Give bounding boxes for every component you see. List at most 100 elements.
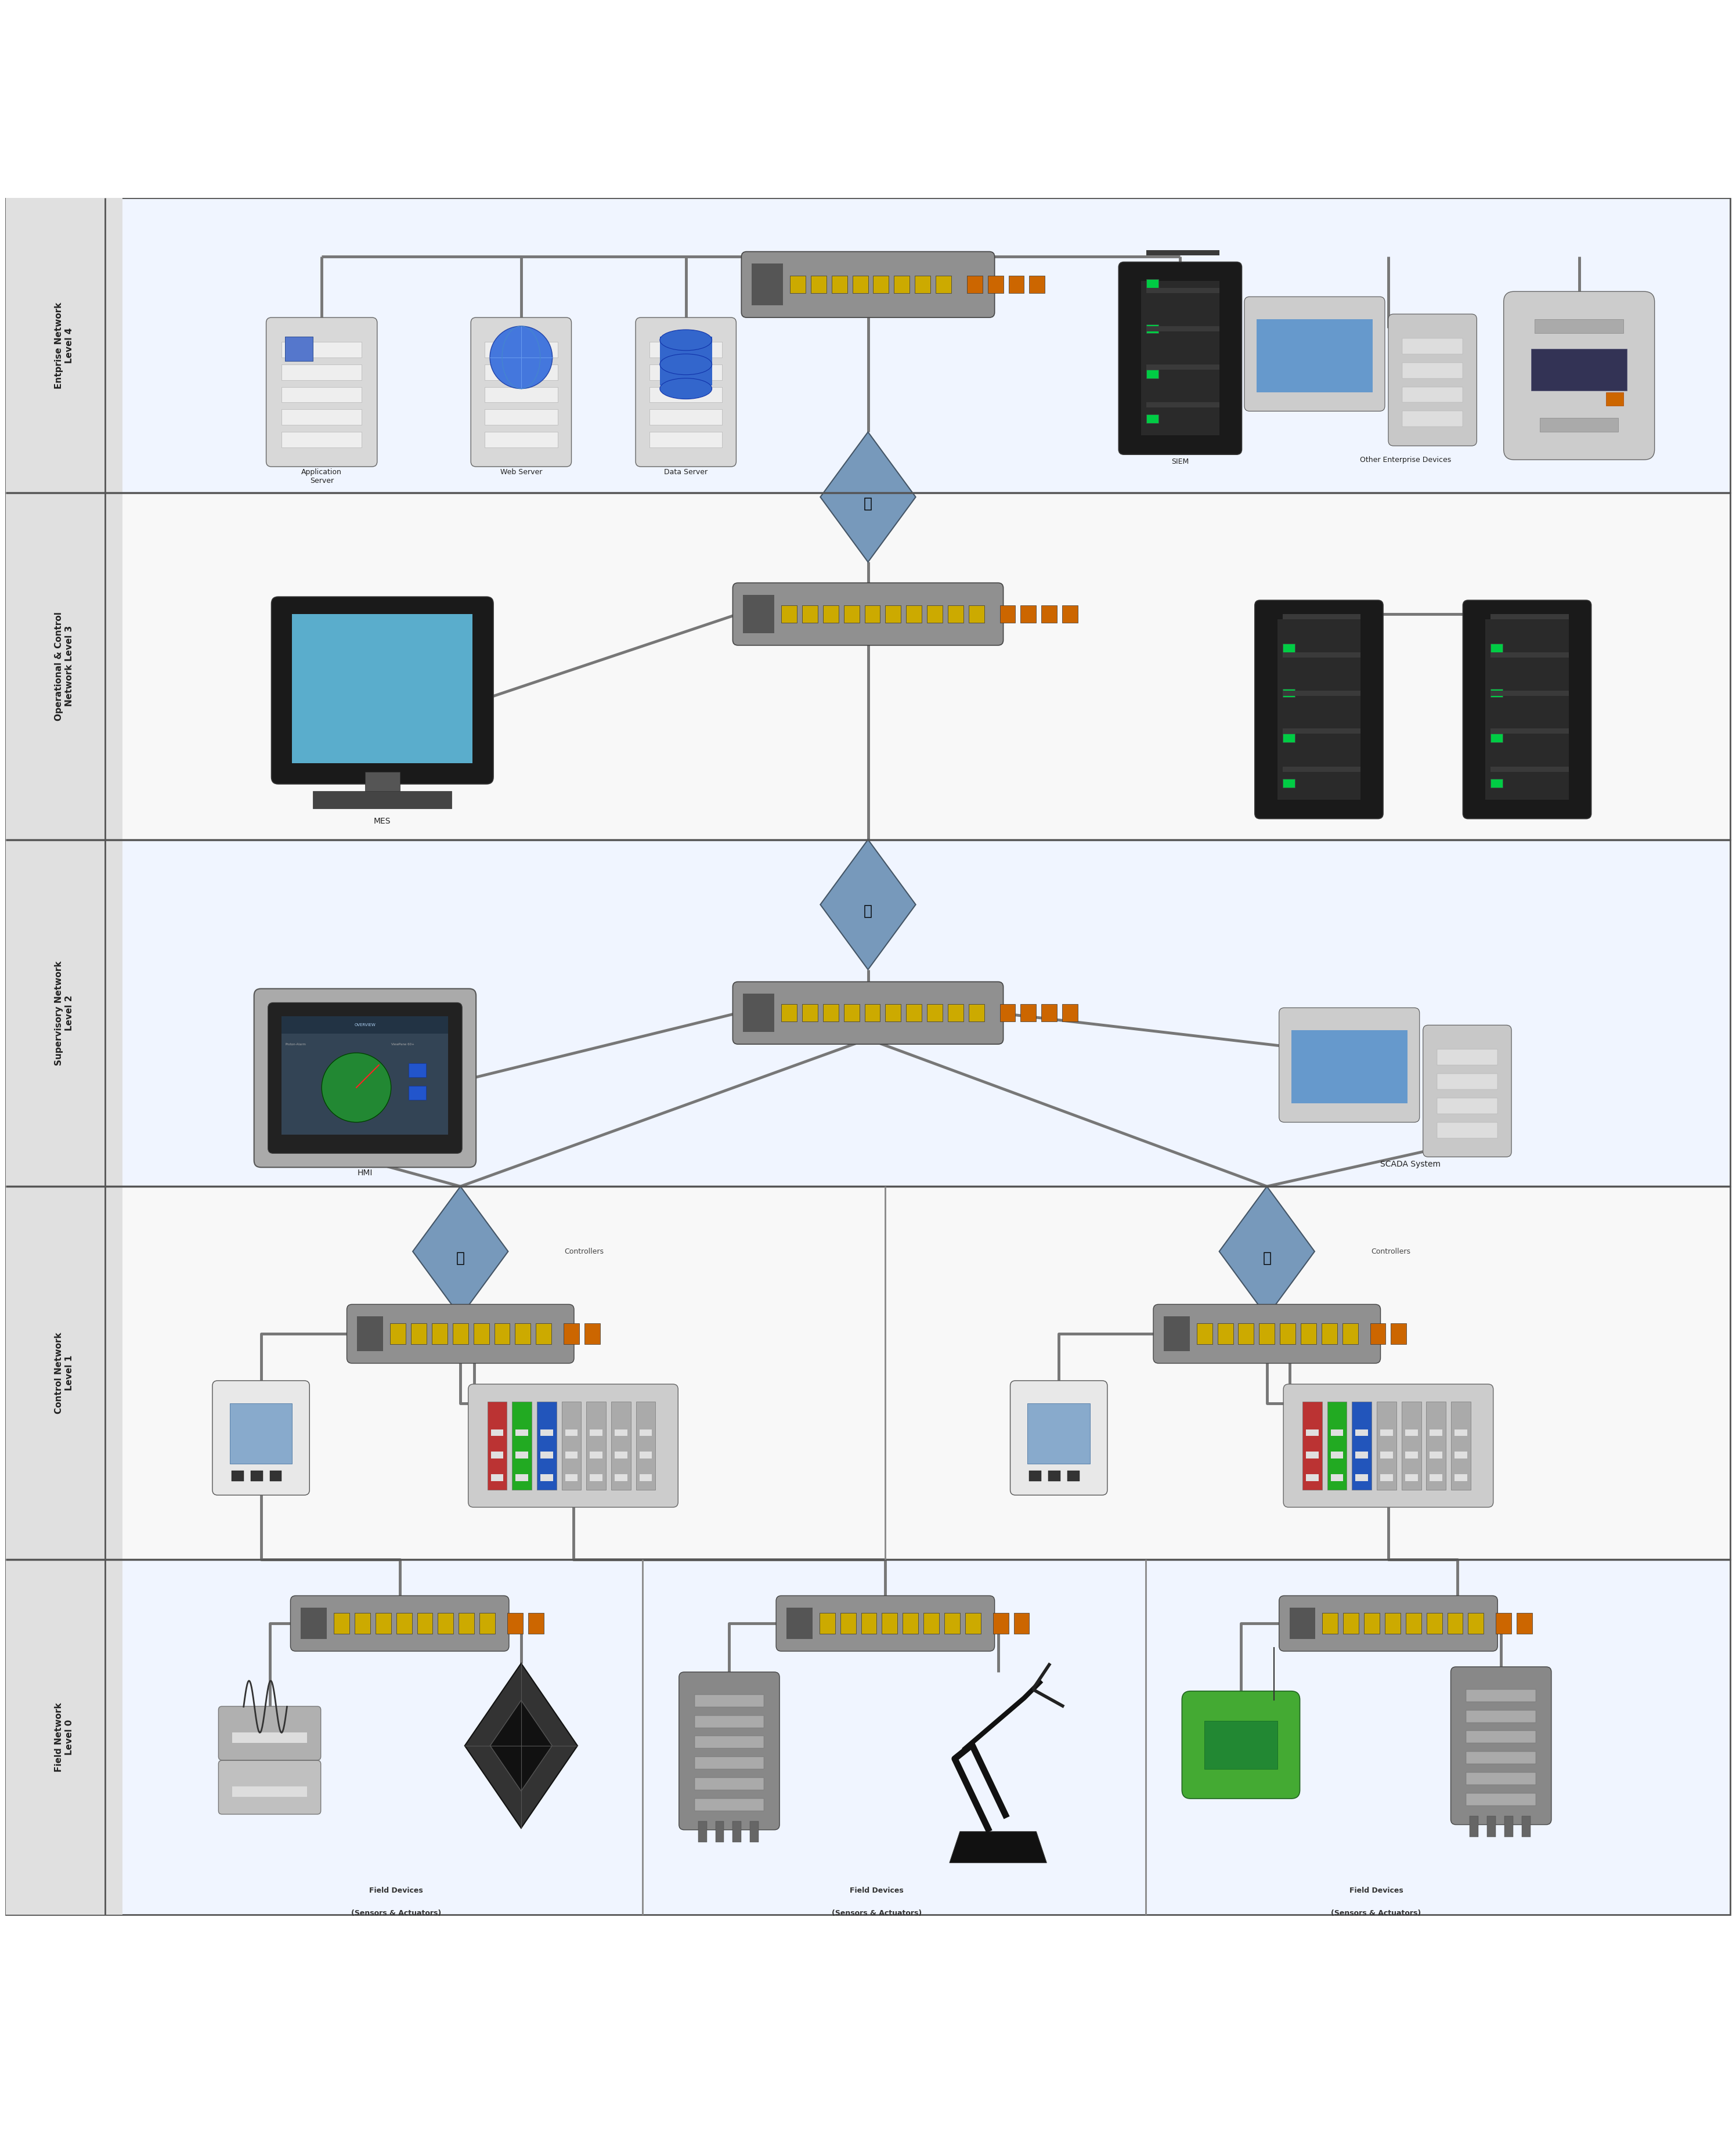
- Bar: [924, 1612, 939, 1634]
- Bar: [1332, 1453, 1344, 1459]
- Bar: [819, 1612, 835, 1634]
- Bar: [1279, 1323, 1295, 1344]
- Bar: [823, 1005, 838, 1022]
- Bar: [281, 409, 361, 426]
- Bar: [1163, 1316, 1189, 1350]
- FancyBboxPatch shape: [1118, 262, 1241, 454]
- Bar: [1014, 1612, 1029, 1634]
- Bar: [1491, 613, 1569, 620]
- Bar: [1021, 1005, 1036, 1022]
- Bar: [967, 277, 983, 294]
- FancyBboxPatch shape: [733, 982, 1003, 1044]
- Bar: [1606, 392, 1623, 407]
- Text: (Sensors & Actuators): (Sensors & Actuators): [351, 1911, 441, 1917]
- Bar: [1491, 652, 1569, 658]
- Bar: [715, 1821, 724, 1842]
- Polygon shape: [413, 1186, 509, 1316]
- Bar: [969, 605, 984, 622]
- Bar: [585, 1323, 601, 1344]
- Bar: [1455, 1453, 1467, 1459]
- Bar: [1283, 613, 1361, 620]
- Bar: [1469, 1612, 1484, 1634]
- Bar: [1404, 1453, 1418, 1459]
- Bar: [965, 1612, 981, 1634]
- Bar: [1283, 688, 1295, 697]
- Text: (Sensors & Actuators): (Sensors & Actuators): [1332, 1911, 1422, 1917]
- Text: Operational & Control
Network Level 3: Operational & Control Network Level 3: [56, 611, 73, 720]
- Bar: [1455, 1474, 1467, 1480]
- Bar: [781, 1005, 797, 1022]
- Bar: [1455, 1429, 1467, 1436]
- Bar: [694, 1736, 764, 1749]
- Bar: [844, 1005, 859, 1022]
- Bar: [408, 1086, 425, 1099]
- Polygon shape: [465, 1664, 578, 1828]
- Bar: [743, 594, 774, 633]
- Bar: [590, 1429, 602, 1436]
- Text: SIEM: SIEM: [1172, 458, 1189, 466]
- Bar: [1467, 1793, 1536, 1806]
- FancyBboxPatch shape: [1503, 292, 1654, 460]
- Bar: [432, 1323, 448, 1344]
- Bar: [484, 432, 557, 447]
- Bar: [1437, 1123, 1498, 1137]
- Bar: [1496, 1612, 1512, 1634]
- Bar: [281, 432, 361, 447]
- Bar: [1028, 1404, 1090, 1463]
- Polygon shape: [950, 1832, 1047, 1864]
- Bar: [1146, 249, 1219, 256]
- Bar: [873, 277, 889, 294]
- Bar: [507, 1612, 523, 1634]
- Bar: [5, 839, 1731, 1186]
- Bar: [1356, 1453, 1368, 1459]
- Bar: [1062, 1005, 1078, 1022]
- Bar: [1305, 1453, 1319, 1459]
- Bar: [5, 839, 122, 1186]
- Bar: [639, 1453, 653, 1459]
- FancyBboxPatch shape: [1424, 1025, 1512, 1157]
- Bar: [536, 1402, 557, 1489]
- Bar: [733, 1821, 741, 1842]
- Bar: [590, 1474, 602, 1480]
- Bar: [540, 1453, 554, 1459]
- Bar: [281, 341, 361, 358]
- Bar: [1540, 417, 1618, 432]
- Bar: [694, 1757, 764, 1770]
- Bar: [1491, 643, 1503, 652]
- Bar: [823, 605, 838, 622]
- Bar: [1332, 1429, 1344, 1436]
- Text: Supervisory Network
Level 2: Supervisory Network Level 2: [56, 961, 73, 1065]
- Bar: [512, 1402, 531, 1489]
- Text: Controllers: Controllers: [1371, 1248, 1410, 1255]
- Bar: [1146, 324, 1158, 332]
- Bar: [479, 1612, 495, 1634]
- Bar: [1517, 1612, 1533, 1634]
- Bar: [1283, 767, 1361, 771]
- Bar: [1403, 411, 1463, 426]
- FancyBboxPatch shape: [219, 1706, 321, 1759]
- Text: Control Network
Level 1: Control Network Level 1: [56, 1331, 73, 1414]
- FancyBboxPatch shape: [253, 988, 476, 1167]
- Bar: [1437, 1050, 1498, 1065]
- Text: Field Devices: Field Devices: [370, 1887, 424, 1894]
- Bar: [453, 1323, 469, 1344]
- Text: Web Server: Web Server: [500, 469, 542, 475]
- Bar: [781, 605, 797, 622]
- Bar: [411, 1323, 427, 1344]
- Bar: [1205, 1721, 1278, 1770]
- Bar: [1259, 1323, 1274, 1344]
- Bar: [885, 605, 901, 622]
- Bar: [333, 1612, 349, 1634]
- Bar: [1437, 1074, 1498, 1088]
- Ellipse shape: [660, 330, 712, 351]
- Bar: [1323, 1612, 1338, 1634]
- Bar: [396, 1612, 411, 1634]
- Bar: [1283, 728, 1361, 733]
- Bar: [1283, 733, 1295, 743]
- Bar: [491, 1474, 503, 1480]
- FancyBboxPatch shape: [1182, 1691, 1300, 1798]
- Text: 🔥: 🔥: [863, 903, 873, 918]
- Bar: [786, 1608, 812, 1640]
- Bar: [906, 605, 922, 622]
- Text: Entprise Network
Level 4: Entprise Network Level 4: [56, 302, 73, 388]
